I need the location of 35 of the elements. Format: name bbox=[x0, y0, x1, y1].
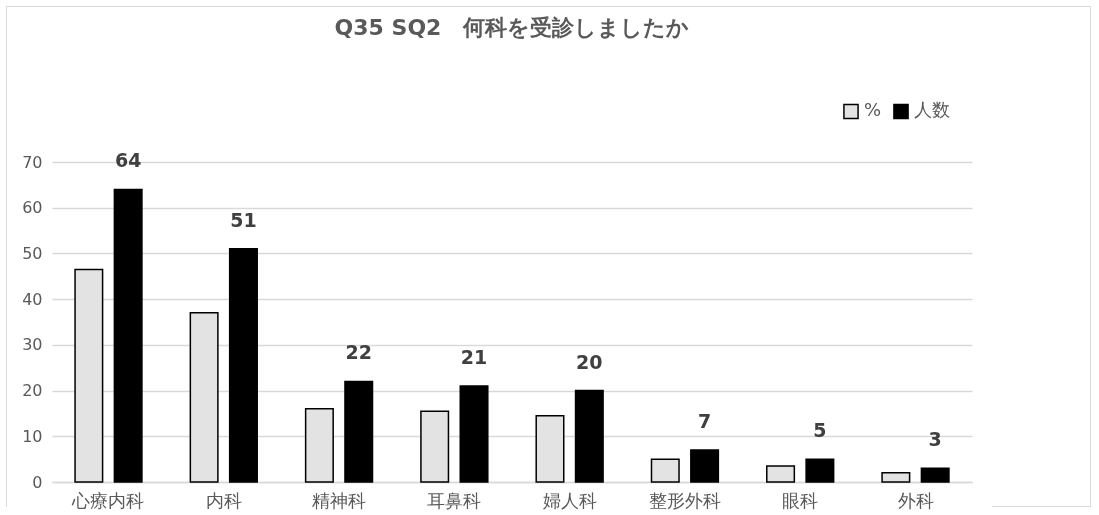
y-tick-label: 10 bbox=[22, 426, 43, 446]
y-tick-label: 30 bbox=[22, 335, 43, 355]
y-tick-label: 70 bbox=[22, 152, 43, 172]
legend-label: % bbox=[864, 99, 882, 121]
x-tick-label: 外科 bbox=[897, 489, 934, 511]
data-label: 51 bbox=[230, 208, 257, 231]
x-tick-label: 婦人科 bbox=[542, 489, 597, 511]
x-tick-label: 整形外科 bbox=[648, 489, 721, 511]
y-tick-label: 0 bbox=[32, 472, 43, 492]
chart-title: Q35 SQ2 何科を受診しましたか bbox=[334, 15, 690, 40]
y-tick-label: 20 bbox=[22, 381, 43, 401]
legend-label: 人数 bbox=[914, 99, 950, 121]
bar bbox=[574, 389, 604, 483]
x-tick-label: 内科 bbox=[205, 489, 242, 511]
bar bbox=[459, 385, 489, 483]
bar bbox=[920, 467, 950, 483]
y-tick-label: 50 bbox=[22, 243, 43, 263]
x-tick-label: 精神科 bbox=[312, 489, 367, 511]
x-tick-label: 耳鼻科 bbox=[427, 489, 482, 511]
x-tick-label: 心療内科 bbox=[71, 489, 145, 511]
bar bbox=[228, 248, 258, 483]
y-tick-label: 60 bbox=[22, 198, 43, 218]
data-label: 7 bbox=[697, 410, 712, 432]
data-label: 3 bbox=[928, 428, 942, 451]
data-label: 64 bbox=[114, 149, 142, 172]
data-label: 21 bbox=[460, 346, 488, 368]
bar bbox=[113, 188, 143, 483]
y-tick-label: 40 bbox=[22, 289, 43, 309]
bar bbox=[344, 380, 374, 483]
x-tick-label: 眼科 bbox=[782, 489, 819, 511]
data-label: 5 bbox=[813, 419, 827, 442]
bar bbox=[805, 458, 835, 483]
bar bbox=[690, 449, 720, 483]
data-label: 20 bbox=[576, 350, 603, 373]
data-label: 22 bbox=[345, 341, 372, 364]
